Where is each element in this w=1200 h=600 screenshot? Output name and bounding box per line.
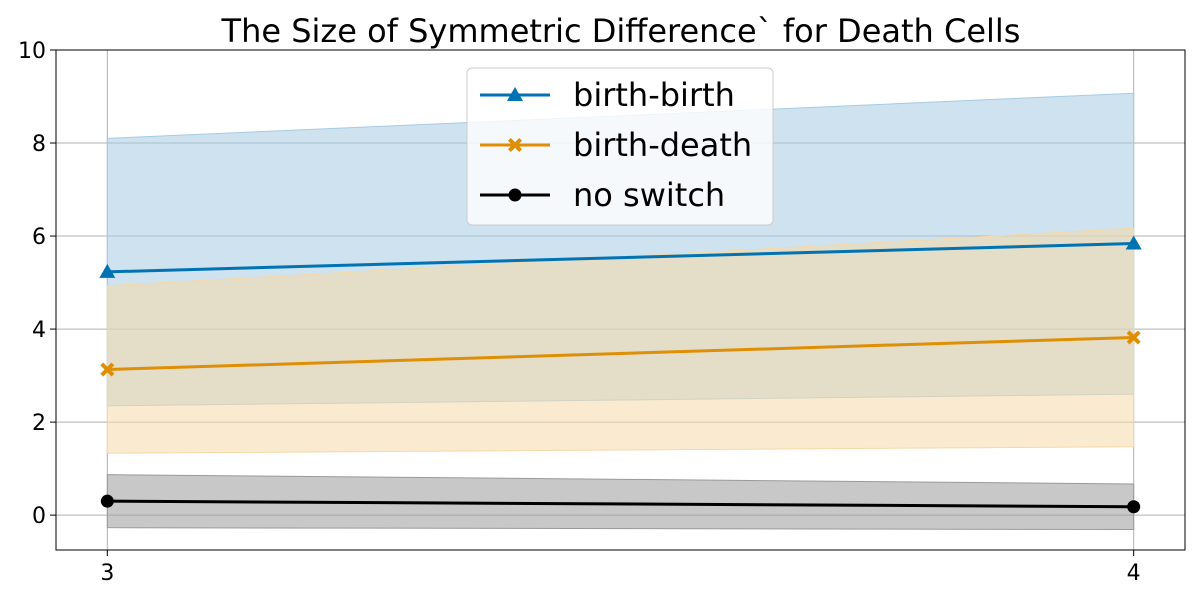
series-point-1-1 <box>1126 330 1141 345</box>
band-2 <box>106 474 1135 531</box>
series-point-2-1 <box>1127 500 1141 514</box>
y-tick-label: 8 <box>32 132 46 157</box>
confidence-bands <box>106 92 1135 531</box>
series-line-1 <box>107 335 1134 372</box>
legend-label: birth-birth <box>573 76 735 114</box>
legend-label: birth-death <box>573 126 752 164</box>
series-line-0 <box>107 241 1134 274</box>
y-tick-label: 6 <box>32 225 46 250</box>
legend-marker <box>508 138 522 152</box>
series-markers <box>99 235 1142 514</box>
y-tick-label: 10 <box>18 39 46 64</box>
y-tick-label: 4 <box>32 318 46 343</box>
series-point-1-0 <box>100 362 115 377</box>
x-tick-label: 4 <box>1127 561 1141 586</box>
y-tick-label: 0 <box>32 504 46 529</box>
legend-label: no switch <box>573 176 725 214</box>
x-tick-label: 3 <box>100 561 114 586</box>
axes: 0 2 4 6 8 10 3 4 <box>18 39 1141 586</box>
series-lines <box>107 241 1134 509</box>
legend-marker <box>507 87 523 101</box>
plot-frame <box>55 49 1186 551</box>
series-line-2 <box>107 499 1134 509</box>
series-point-0-1 <box>1125 235 1142 250</box>
series-point-0-0 <box>99 263 116 278</box>
series-point-2-0 <box>100 494 114 508</box>
band-1 <box>106 227 1135 454</box>
y-tick-label: 2 <box>32 411 46 436</box>
legend-box <box>466 67 774 226</box>
legend-marker <box>508 188 522 202</box>
legend: birth-birth birth-death no switch <box>466 67 774 226</box>
chart-title: The Size of Symmetric Difference` for De… <box>221 12 1021 50</box>
